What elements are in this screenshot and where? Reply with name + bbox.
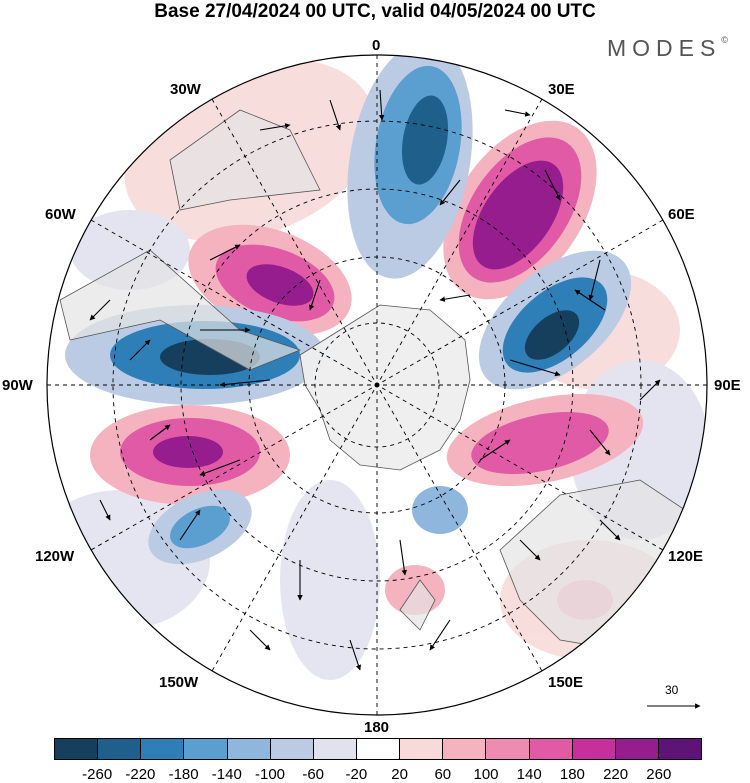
wind-vector-arrow-icon [399, 539, 408, 576]
wind-vector-arrow-icon [509, 359, 561, 377]
wind-vector-arrow-icon [588, 259, 601, 301]
wind-vector-arrow-icon [179, 509, 201, 541]
wind-vector-arrow-icon [259, 123, 291, 131]
wind-vector-arrow-icon [589, 429, 611, 456]
colorbar-swatch [141, 739, 185, 759]
brand-logo: MODES© [607, 35, 728, 62]
longitude-label-30e: 30E [548, 81, 575, 98]
wind-vectors [89, 89, 661, 671]
colorbar-swatch [486, 739, 530, 759]
map-title: Base 27/04/2024 00 UTC, valid 04/05/2024… [154, 1, 596, 22]
colorbar-tick-label: -100 [254, 766, 286, 783]
wind-vector-arrow-icon [219, 379, 271, 388]
wind-vector-arrow-icon [544, 169, 561, 201]
longitude-label-60e: 60E [668, 206, 695, 223]
colorbar-swatch [572, 739, 616, 759]
longitude-label-90e: 90E [714, 377, 741, 394]
new-zealand [399, 579, 436, 631]
colorbar-swatch [313, 739, 357, 759]
brand-mark: © [721, 35, 728, 45]
longitude-label-90w: 90W [2, 377, 33, 394]
longitude-label-120e: 120E [668, 548, 704, 565]
positive-anomaly-centers [90, 120, 644, 620]
wind-vector-arrow-icon [574, 289, 606, 311]
wind-vector-arrow-icon [249, 629, 271, 651]
wind-vector-arrow-icon [504, 109, 531, 117]
colorbar-tick-label: -180 [168, 766, 199, 783]
colorbar-swatch [615, 739, 659, 759]
brand-name: MODES [607, 35, 722, 61]
colorbar-swatch [227, 739, 271, 759]
wind-vector-arrow-icon [149, 424, 171, 441]
wind-vector-arrow-icon [209, 244, 241, 261]
colorbar-tick-label: 20 [391, 766, 408, 783]
wind-vector-arrow-icon [429, 619, 451, 651]
wind-vector-arrow-icon [99, 499, 111, 521]
wind-vector-arrow-icon [89, 299, 111, 321]
negative-anomaly-centers [65, 55, 632, 565]
colorbar-tick-label: 100 [473, 766, 499, 783]
map-boundary [46, 54, 708, 716]
wind-vector-arrow-icon [349, 639, 362, 671]
wind-vector-arrow-icon [378, 89, 385, 121]
south-pole-marker [374, 382, 380, 388]
wind-vector-arrow-icon [439, 179, 461, 206]
colorbar-tick-label: 140 [516, 766, 542, 783]
colorbar-swatch [55, 739, 99, 759]
longitude-label-180: 180 [364, 719, 390, 736]
colorbar-tick-label: -220 [125, 766, 156, 783]
wind-vector-arrow-icon [639, 379, 661, 401]
wind-vector-arrow-icon [439, 294, 471, 302]
wind-vector-arrow-icon [329, 99, 342, 131]
colorbar-swatch [356, 739, 401, 759]
longitude-label-120w: 120W [35, 548, 75, 565]
colorbar-tick-label: 60 [434, 766, 452, 783]
colorbar-swatch [529, 739, 573, 759]
land-masses [59, 109, 701, 651]
reference-vector-label: 30 [665, 683, 679, 697]
colorbar-swatch [98, 739, 142, 759]
wind-vector-arrow-icon [479, 439, 511, 461]
south-america [59, 249, 302, 371]
colorbar-tick-label: 180 [559, 766, 585, 783]
colorbar-tick-label: 260 [646, 766, 672, 783]
colorbar-tick-label: -260 [82, 766, 113, 783]
wind-vector-arrow-icon [199, 459, 241, 476]
colorbar-tick-label: -60 [302, 766, 325, 783]
colorbar [54, 738, 702, 760]
longitude-label-150e: 150E [548, 674, 584, 691]
colorbar-tick-label: -140 [211, 766, 242, 783]
wind-vector-arrow-icon [599, 519, 621, 541]
longitude-label-0: 0 [372, 37, 381, 54]
wind-vector-arrow-icon [519, 539, 541, 561]
longitude-label-60w: 60W [45, 206, 76, 223]
colorbar-tick-label: -20 [345, 766, 368, 783]
colorbar-tick-label: 220 [603, 766, 629, 783]
colorbar-swatch [658, 739, 702, 759]
colorbar-swatch [184, 739, 228, 759]
longitude-label-150w: 150W [159, 674, 199, 691]
colorbar-swatch [443, 739, 487, 759]
longitude-label-30w: 30W [170, 81, 201, 98]
colorbar-swatch [400, 739, 444, 759]
wind-vector-arrow-icon [129, 339, 151, 361]
map-disc-content [47, 55, 707, 715]
wind-vector-arrow-icon [308, 279, 321, 311]
africa [169, 109, 321, 211]
colorbar-swatch [270, 739, 314, 759]
